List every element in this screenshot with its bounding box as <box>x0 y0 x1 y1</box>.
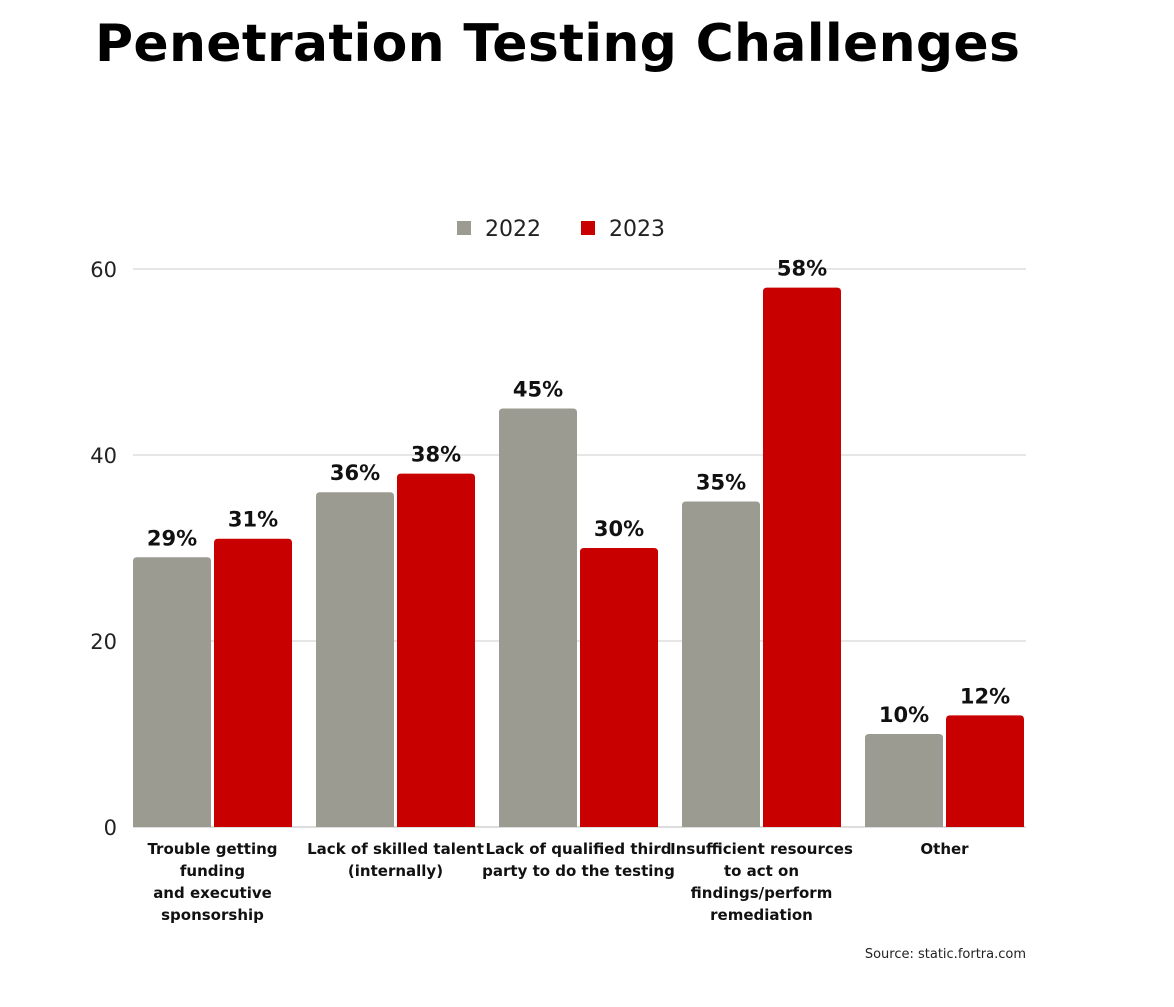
bars: 29% 36% 45% 35% 10% 31% 38% 30% 58% 12% <box>133 257 1024 828</box>
legend-swatch-2023 <box>581 221 595 235</box>
category-label: Insufficient resources to act on findings/… <box>670 840 853 924</box>
data-label: 29% <box>147 526 197 550</box>
bar-2023-0 <box>214 538 292 827</box>
data-label: 12% <box>960 684 1010 708</box>
data-label: 58% <box>777 257 827 281</box>
y-tick-label: 20 <box>90 630 117 654</box>
x-axis: Trouble getting funding and executive spons… <box>147 840 969 924</box>
source-note: Source: static.fortra.com <box>865 947 1026 962</box>
category-label: Lack of qualified third party to do the t… <box>482 840 675 880</box>
bar-2022-3 <box>682 501 760 827</box>
bar-2022-0 <box>133 557 211 827</box>
y-axis: 0 20 40 60 <box>90 258 117 840</box>
legend: 2022 2023 <box>457 217 665 242</box>
y-tick-label: 0 <box>104 816 117 840</box>
data-label: 30% <box>594 517 644 541</box>
category-label: Lack of skilled talent (internally) <box>307 840 484 880</box>
data-label: 45% <box>513 378 563 402</box>
legend-swatch-2022 <box>457 221 471 235</box>
y-tick-label: 40 <box>90 444 117 468</box>
bar-2023-1 <box>397 473 475 827</box>
bar-2022-1 <box>316 492 394 827</box>
legend-label-2023: 2023 <box>609 217 665 242</box>
data-label: 31% <box>228 508 278 532</box>
bar-2023-3 <box>763 287 841 828</box>
bar-2022-2 <box>499 408 577 827</box>
chart-title: Penetration Testing Challenges <box>95 14 1021 74</box>
bar-2022-4 <box>865 734 943 827</box>
bar-2023-4 <box>946 715 1024 827</box>
data-label: 35% <box>696 471 746 495</box>
data-label: 38% <box>411 443 461 467</box>
bar-2023-2 <box>580 548 658 827</box>
data-label: 10% <box>879 703 929 727</box>
legend-label-2022: 2022 <box>485 217 541 242</box>
category-label: Other <box>920 840 969 858</box>
y-tick-label: 60 <box>90 258 117 282</box>
data-label: 36% <box>330 461 380 485</box>
category-label: Trouble getting funding and executive spons… <box>147 840 277 924</box>
